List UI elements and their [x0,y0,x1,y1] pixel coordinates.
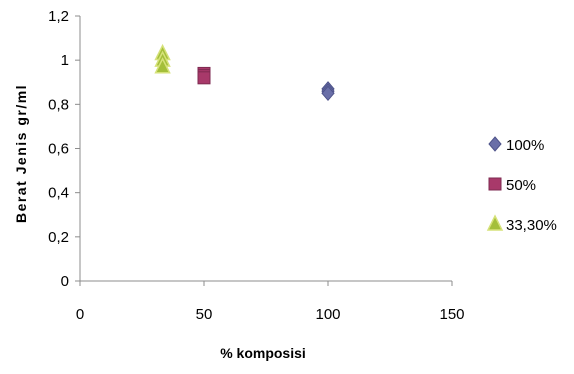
tick-labels: 0 0,2 0,4 0,6 0,8 1 1,2 0 50 100 150 [48,8,464,323]
legend-marker-diamond [488,136,502,152]
data-point-square [197,71,211,85]
x-tick-label: 50 [196,306,213,323]
legend-marker-square [488,177,502,191]
legend-label: 100% [506,137,544,154]
axes [75,15,453,286]
x-tick-label: 100 [315,306,340,323]
legend-label: 33,30% [506,217,557,234]
x-tick-label: 150 [439,306,464,323]
y-tick-label: 0 [61,273,69,290]
data-point-triangle [154,57,171,74]
legend-label: 50% [506,177,536,194]
y-axis-title: Berat Jenis gr/ml [13,84,29,223]
y-tick-label: 1,2 [48,8,69,25]
data-points [154,43,335,102]
y-tick-label: 0,2 [48,229,69,246]
y-tick-label: 0,4 [48,185,69,202]
x-axis-title: % komposisi [220,345,306,361]
legend: 100% 50% 33,30% [486,136,557,234]
y-tick-label: 0,8 [48,96,69,113]
data-point-diamond [321,85,335,102]
y-tick-label: 1 [61,52,69,69]
legend-marker-triangle [486,214,504,231]
x-tick-label: 0 [76,306,84,323]
y-tick-label: 0,6 [48,141,69,158]
